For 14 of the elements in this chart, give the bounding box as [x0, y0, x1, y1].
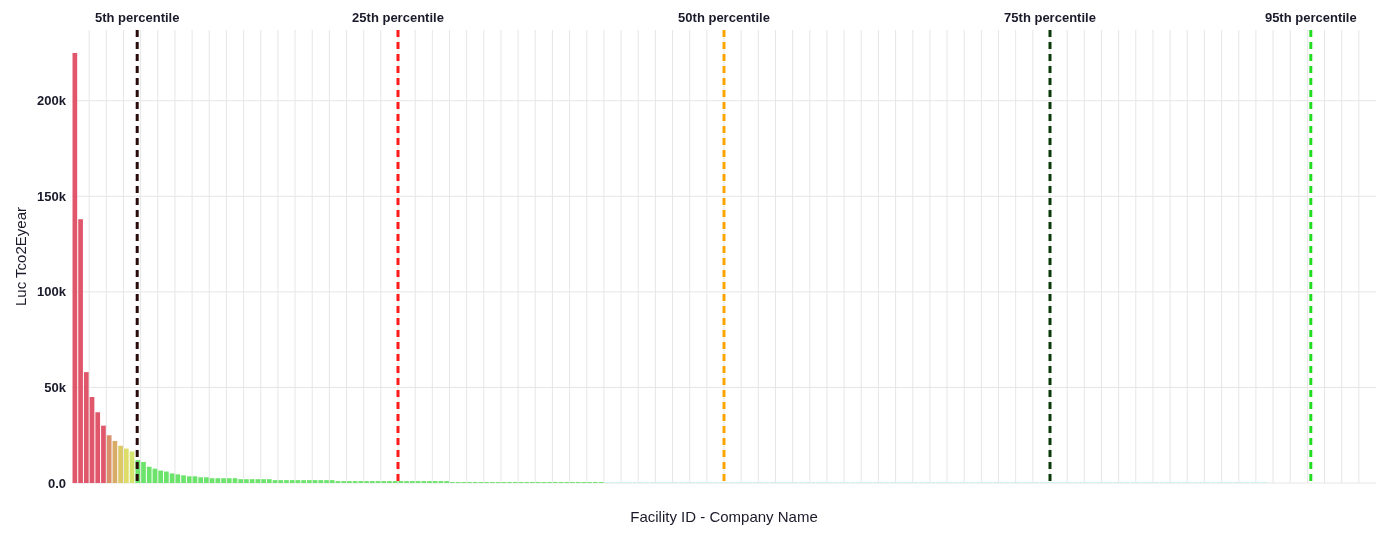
y-tick-label: 150k	[37, 188, 67, 204]
y-tick-label: 0.0	[47, 475, 66, 491]
text: 50th percentile	[678, 10, 770, 25]
text: 25th percentile	[352, 10, 444, 25]
y-axis-title: Luc Tco2Eyear	[12, 207, 29, 306]
y-tick-label: 200k	[37, 93, 67, 109]
x-axis-title: Facility ID - Company Name	[630, 508, 818, 525]
text: 95th percentile	[1264, 10, 1357, 25]
y-tick-label: 100k	[37, 284, 67, 300]
bar	[106, 435, 112, 483]
text: 5th percentile	[94, 10, 180, 25]
bar	[118, 445, 123, 483]
y-tick-label: 50k	[44, 379, 67, 395]
text: 75th percentile	[1004, 10, 1096, 25]
